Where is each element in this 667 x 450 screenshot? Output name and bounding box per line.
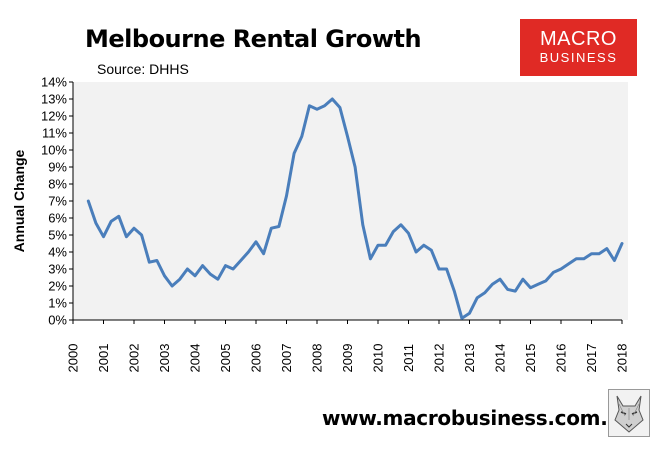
y-axis-label: Annual Change	[11, 149, 27, 252]
y-tick-label: 5%	[48, 228, 67, 243]
x-tick-label: 2008	[310, 344, 325, 373]
y-tick-label: 3%	[48, 262, 67, 277]
website-url: www.macrobusiness.com.au	[322, 406, 635, 430]
chart-subtitle: Source: DHHS	[97, 61, 189, 77]
plot-area	[73, 82, 628, 320]
y-tick-label: 8%	[48, 177, 67, 192]
wolf-logo-icon	[608, 389, 650, 437]
y-tick-label: 0%	[48, 313, 67, 328]
y-tick-label: 1%	[48, 296, 67, 311]
y-tick-label: 2%	[48, 279, 67, 294]
chart-title: Melbourne Rental Growth	[85, 25, 422, 53]
x-tick-label: 2013	[462, 344, 477, 373]
x-tick-label: 2007	[279, 344, 294, 373]
x-tick-label: 2014	[493, 344, 508, 373]
y-tick-label: 6%	[48, 211, 67, 226]
x-tick-label: 2002	[127, 344, 142, 373]
y-tick-label: 7%	[48, 194, 67, 209]
x-tick-label: 2001	[96, 344, 111, 373]
x-tick-label: 2015	[523, 344, 538, 373]
x-tick-label: 2011	[401, 344, 416, 372]
x-tick-label: 2018	[615, 344, 630, 373]
x-tick-label: 2010	[371, 344, 386, 373]
y-tick-label: 10%	[41, 143, 67, 158]
y-tick-label: 12%	[41, 109, 67, 124]
y-tick-label: 14%	[41, 75, 67, 90]
x-tick-label: 2012	[432, 344, 447, 373]
x-tick-label: 2009	[340, 344, 355, 373]
x-tick-label: 2000	[66, 344, 81, 373]
x-tick-label: 2004	[188, 344, 203, 373]
y-tick-label: 13%	[41, 92, 67, 107]
x-tick-label: 2003	[157, 344, 172, 373]
y-tick-label: 9%	[48, 160, 67, 175]
macrobusiness-logo: MACRO BUSINESS	[520, 19, 637, 76]
x-tick-label: 2016	[554, 344, 569, 373]
x-tick-label: 2005	[218, 344, 233, 373]
x-tick-label: 2017	[584, 344, 599, 373]
x-tick-label: 2006	[249, 344, 264, 373]
axes	[69, 81, 623, 324]
y-tick-label: 4%	[48, 245, 67, 260]
logo-line-2: BUSINESS	[539, 50, 618, 65]
series-line	[86, 97, 624, 320]
y-tick-label: 11%	[42, 126, 67, 141]
tick-labels: 0% 1% 2% 3% 4% 5% 6% 7% 8% 9% 10% 11% 12% 13% 14% 2000 2…	[41, 75, 630, 373]
logo-line-1: MACRO	[540, 28, 617, 50]
